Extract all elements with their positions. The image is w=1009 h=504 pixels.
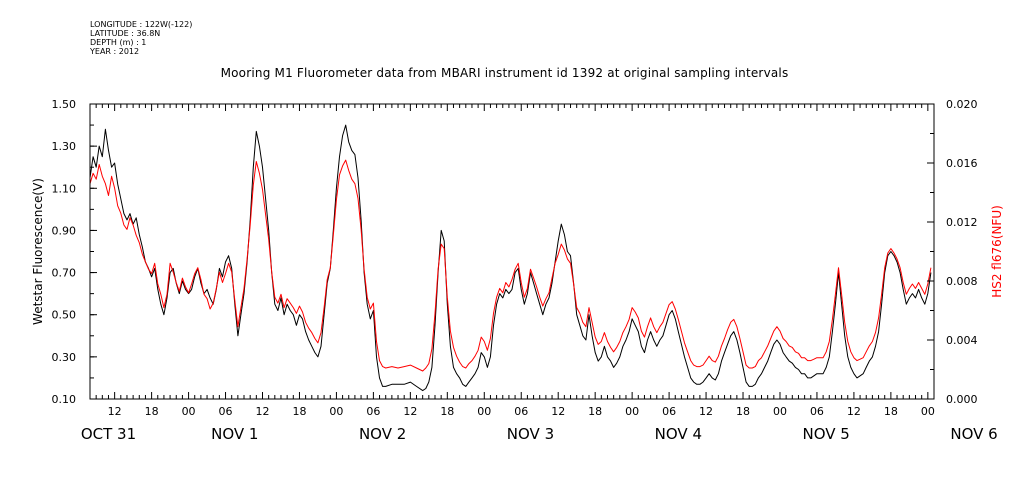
x-tick-label: 12: [108, 405, 122, 418]
x-tick-label: 12: [551, 405, 565, 418]
y-tick-label-right: 0.012: [946, 216, 978, 229]
axes-layer: 12 18 00 06 12 18 00 06 12 18 00 06 12 18 00 06 12 18 00 06…: [52, 98, 998, 443]
x-tick-label: 06: [662, 405, 676, 418]
x-tick-label: 12: [403, 405, 417, 418]
y-axis-label-left: Wetstar Fluorescence(V): [31, 178, 45, 325]
depth-label: DEPTH (m) : 1: [90, 38, 147, 47]
y-tick-label-left: 0.90: [52, 224, 77, 237]
y-tick-label-right: 0.004: [946, 334, 978, 347]
y-tick-label-left: 0.50: [52, 309, 77, 322]
x-tick-label: 06: [219, 405, 233, 418]
x-day-label: NOV 5: [803, 425, 850, 443]
x-tick-label: 18: [884, 405, 898, 418]
x-tick-label: 18: [736, 405, 750, 418]
year-label: YEAR : 2012: [90, 47, 140, 56]
series-layer: [89, 124, 932, 392]
x-tick-label: 18: [588, 405, 602, 418]
x-day-label: NOV 1: [211, 425, 258, 443]
y-tick-label-left: 0.30: [52, 351, 77, 364]
x-tick-label: 18: [292, 405, 306, 418]
x-tick-label: 12: [699, 405, 713, 418]
x-tick-label: 06: [514, 405, 528, 418]
x-tick-label: 00: [921, 405, 935, 418]
series-line-hs2-fl676: [89, 159, 932, 372]
x-tick-label: 12: [847, 405, 861, 418]
y-axis-label-right: HS2 fl676(NFU): [990, 205, 1004, 298]
x-day-label: NOV 4: [655, 425, 702, 443]
y-tick-label-left: 1.30: [52, 140, 77, 153]
x-tick-label: 06: [366, 405, 380, 418]
y-tick-label-right: 0.008: [946, 275, 978, 288]
x-day-label: NOV 2: [359, 425, 406, 443]
y-tick-label-right: 0.000: [946, 393, 978, 406]
x-tick-label: 18: [440, 405, 454, 418]
x-day-label: NOV 3: [507, 425, 554, 443]
y-tick-label-left: 0.70: [52, 267, 77, 280]
x-tick-label: 12: [255, 405, 269, 418]
x-tick-label: 18: [145, 405, 159, 418]
y-tick-label-left: 1.50: [52, 98, 77, 111]
x-tick-label: 00: [625, 405, 639, 418]
x-tick-label: 00: [329, 405, 343, 418]
y-tick-label-left: 0.10: [52, 393, 77, 406]
x-tick-label: 00: [182, 405, 196, 418]
y-tick-label-left: 1.10: [52, 182, 77, 195]
series-line-wetstar-fluorescence: [89, 124, 932, 392]
chart-title: Mooring M1 Fluorometer data from MBARI i…: [220, 66, 789, 80]
metadata-block: LONGITUDE : 122W(-122) LATITUDE : 36.8N …: [90, 20, 192, 56]
plot-frame: [89, 103, 935, 400]
x-tick-label: 00: [477, 405, 491, 418]
y-tick-label-right: 0.016: [946, 157, 978, 170]
x-day-label: OCT 31: [81, 425, 136, 443]
x-day-label: NOV 6: [950, 425, 997, 443]
x-tick-label: 06: [810, 405, 824, 418]
y-tick-label-right: 0.020: [946, 98, 978, 111]
latitude-label: LATITUDE : 36.8N: [90, 29, 161, 38]
longitude-label: LONGITUDE : 122W(-122): [90, 20, 193, 29]
x-tick-label: 00: [773, 405, 787, 418]
